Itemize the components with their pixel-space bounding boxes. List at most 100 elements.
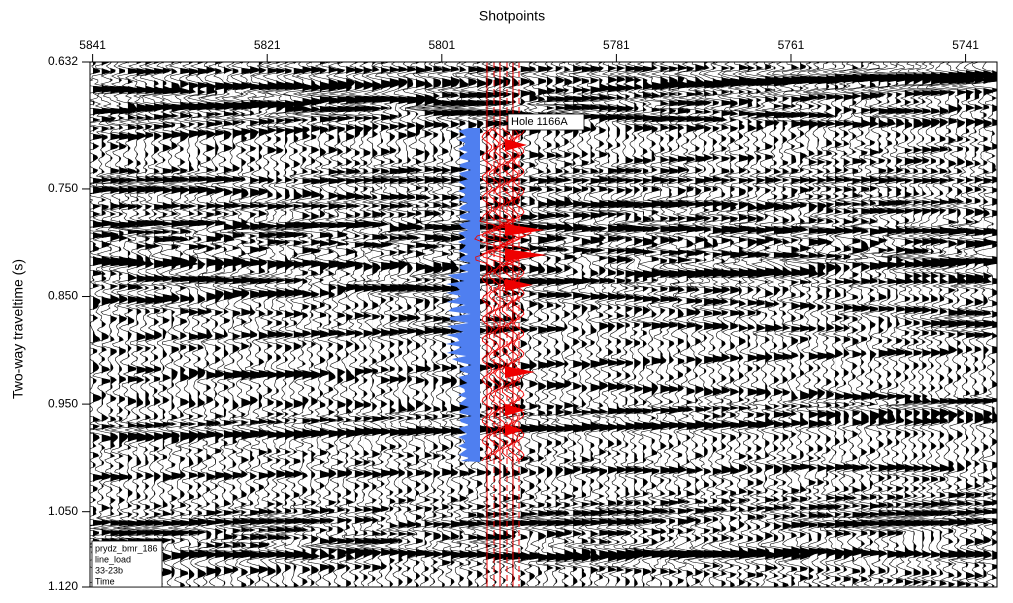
y-tick-label: 0.950 [48,396,78,410]
trace [107,62,149,587]
trace-fill [939,62,963,587]
trace-fill [389,62,415,587]
trace [756,62,804,587]
trace-fill [477,62,497,587]
y-tick-label: 0.750 [48,181,78,195]
trace-fill [171,62,196,587]
trace-fill [223,62,248,587]
trace [526,62,567,586]
trace-fill [180,62,208,587]
trace [370,62,415,587]
trace [696,62,739,587]
trace [227,62,273,587]
trace-fill [695,62,721,587]
trace [685,62,731,587]
trace [782,62,837,587]
trace [131,62,172,587]
trace-fill [957,62,979,587]
trace-fill [433,62,454,587]
trace [575,62,619,587]
trace-fill [896,62,927,587]
synthetic-red [505,127,532,462]
trace [312,62,359,587]
synthetic-red-lobe [505,366,535,378]
trace-fill [817,62,847,587]
trace-fill [992,62,997,587]
trace-fill [424,62,443,587]
y-tick-label: 0.850 [48,289,78,303]
trace [613,62,656,587]
trace [387,62,429,587]
trace [729,62,773,587]
trace [676,62,722,587]
trace-fill [773,62,803,587]
trace [702,62,745,587]
trace [306,62,352,587]
trace [559,62,600,587]
trace-fill [468,62,491,587]
trace-fill [835,62,867,587]
x-axis-title: Shotpoints [479,8,545,24]
trace [148,62,197,587]
trace [359,62,404,587]
trace-fill [712,62,739,587]
trace [320,62,371,587]
trace [161,62,208,587]
trace-fill [843,62,876,587]
x-tick-label: 5801 [428,38,455,52]
trace [197,62,241,587]
trace-fill [599,62,619,587]
y-tick-label: 1.050 [48,504,78,518]
trace-fill [765,62,788,587]
trace [433,62,481,587]
trace [396,62,438,587]
trace [141,62,184,587]
trace [274,62,317,587]
trace [232,62,278,587]
trace-fill [974,62,993,587]
x-tick-label: 5821 [254,38,281,52]
trace-fill [861,62,891,587]
trace-fill [119,62,145,587]
trace-fill [407,62,428,587]
trace [416,62,463,587]
trace-fill [485,62,506,587]
plot-frame [89,61,998,588]
trace [421,62,478,587]
trace [889,62,939,587]
trace [771,62,822,587]
trace [848,62,897,587]
trace [90,62,123,587]
trace-fill [669,62,694,587]
trace [879,62,930,587]
trace-fill [747,62,773,587]
trace [514,62,556,587]
trace [873,62,928,587]
trace-fill [110,62,137,587]
trace-fill [642,62,666,587]
trace-fill [136,62,163,587]
trace-fill [311,62,334,587]
trace [738,62,783,587]
trace [112,62,164,587]
trace [101,62,145,587]
trace-fill [983,62,997,587]
trace [970,62,997,587]
trace [839,62,891,587]
trace-fill [634,62,656,587]
trace-fill [721,62,744,587]
info-line: Time [95,576,115,586]
x-tick-label: 5841 [79,38,106,52]
info-line: prydz_bmr_186 [95,543,158,553]
trace-fill [808,62,837,587]
trace [831,62,885,587]
trace [792,62,847,587]
trace [118,62,171,587]
trace [464,62,516,587]
trace [852,62,912,587]
synthetic-red-lobe [505,224,545,236]
trace [821,62,876,587]
info-line: line_load [95,554,131,564]
trace-fill [782,62,810,587]
